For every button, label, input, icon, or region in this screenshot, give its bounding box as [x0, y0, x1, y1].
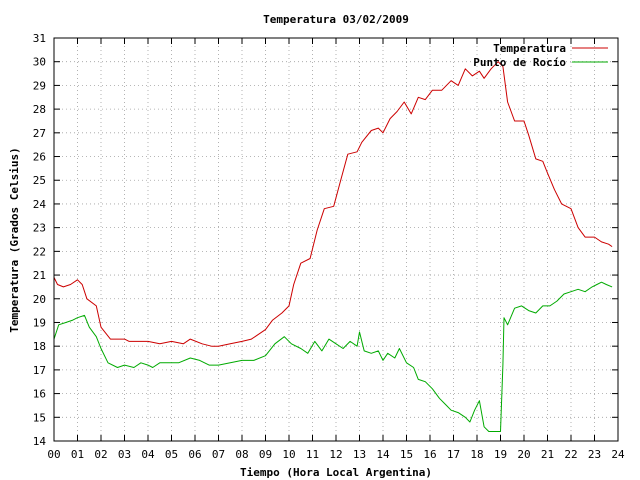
y-axis: 14 15 16 17 18 19 20 21 22 23 24 25 26 27 28 29 30 31	[33, 32, 618, 448]
y-tick-label: 23	[33, 222, 46, 235]
y-tick-label: 29	[33, 79, 46, 92]
y-tick-label: 28	[33, 103, 46, 116]
series-line-0	[53, 61, 613, 347]
x-tick-label: 02	[94, 448, 107, 461]
x-tick-label: 12	[329, 448, 342, 461]
chart-title: Temperatura 03/02/2009	[263, 13, 409, 26]
y-tick-label: 18	[33, 340, 46, 353]
x-tick-label: 24	[611, 448, 625, 461]
x-tick-label: 06	[188, 448, 201, 461]
series-lines	[53, 61, 613, 432]
x-tick-label: 23	[588, 448, 601, 461]
x-tick-label: 03	[118, 448, 131, 461]
legend-label-1: Punto de Rocío	[473, 56, 566, 69]
x-axis: 00 01 02 03 04 05 06 07 08 09 10 11 12 13 14 15 16 17 18 19…	[47, 38, 625, 461]
series-line-1	[53, 281, 613, 432]
x-tick-label: 16	[423, 448, 436, 461]
y-tick-label: 30	[33, 56, 46, 69]
x-tick-label: 18	[470, 448, 483, 461]
y-tick-label: 24	[33, 198, 47, 211]
legend-label-0: Temperatura	[493, 42, 566, 55]
y-tick-label: 25	[33, 174, 46, 187]
x-tick-label: 07	[212, 448, 225, 461]
y-tick-label: 19	[33, 316, 46, 329]
x-tick-label: 19	[494, 448, 507, 461]
x-axis-label: Tiempo (Hora Local Argentina)	[240, 466, 432, 479]
y-tick-label: 26	[33, 151, 46, 164]
y-tick-label: 17	[33, 364, 46, 377]
x-tick-label: 15	[400, 448, 413, 461]
y-tick-label: 16	[33, 388, 46, 401]
y-tick-label: 21	[33, 269, 46, 282]
x-tick-label: 08	[235, 448, 248, 461]
x-tick-label: 05	[165, 448, 178, 461]
y-tick-label: 22	[33, 245, 46, 258]
y-tick-label: 14	[33, 435, 47, 448]
x-tick-label: 10	[282, 448, 295, 461]
grid	[54, 38, 618, 441]
x-tick-label: 20	[517, 448, 530, 461]
y-axis-label: Temperatura (Grados Celsius)	[8, 147, 21, 332]
y-tick-label: 27	[33, 127, 46, 140]
x-tick-label: 04	[141, 448, 155, 461]
x-tick-label: 00	[47, 448, 60, 461]
x-tick-label: 14	[376, 448, 390, 461]
x-tick-label: 17	[447, 448, 460, 461]
x-tick-label: 11	[306, 448, 319, 461]
x-tick-label: 01	[71, 448, 84, 461]
x-tick-label: 13	[353, 448, 366, 461]
y-tick-label: 15	[33, 411, 46, 424]
x-tick-label: 09	[259, 448, 272, 461]
x-tick-label: 21	[541, 448, 554, 461]
x-tick-label: 22	[564, 448, 577, 461]
y-tick-label: 20	[33, 293, 46, 306]
y-tick-label: 31	[33, 32, 46, 45]
